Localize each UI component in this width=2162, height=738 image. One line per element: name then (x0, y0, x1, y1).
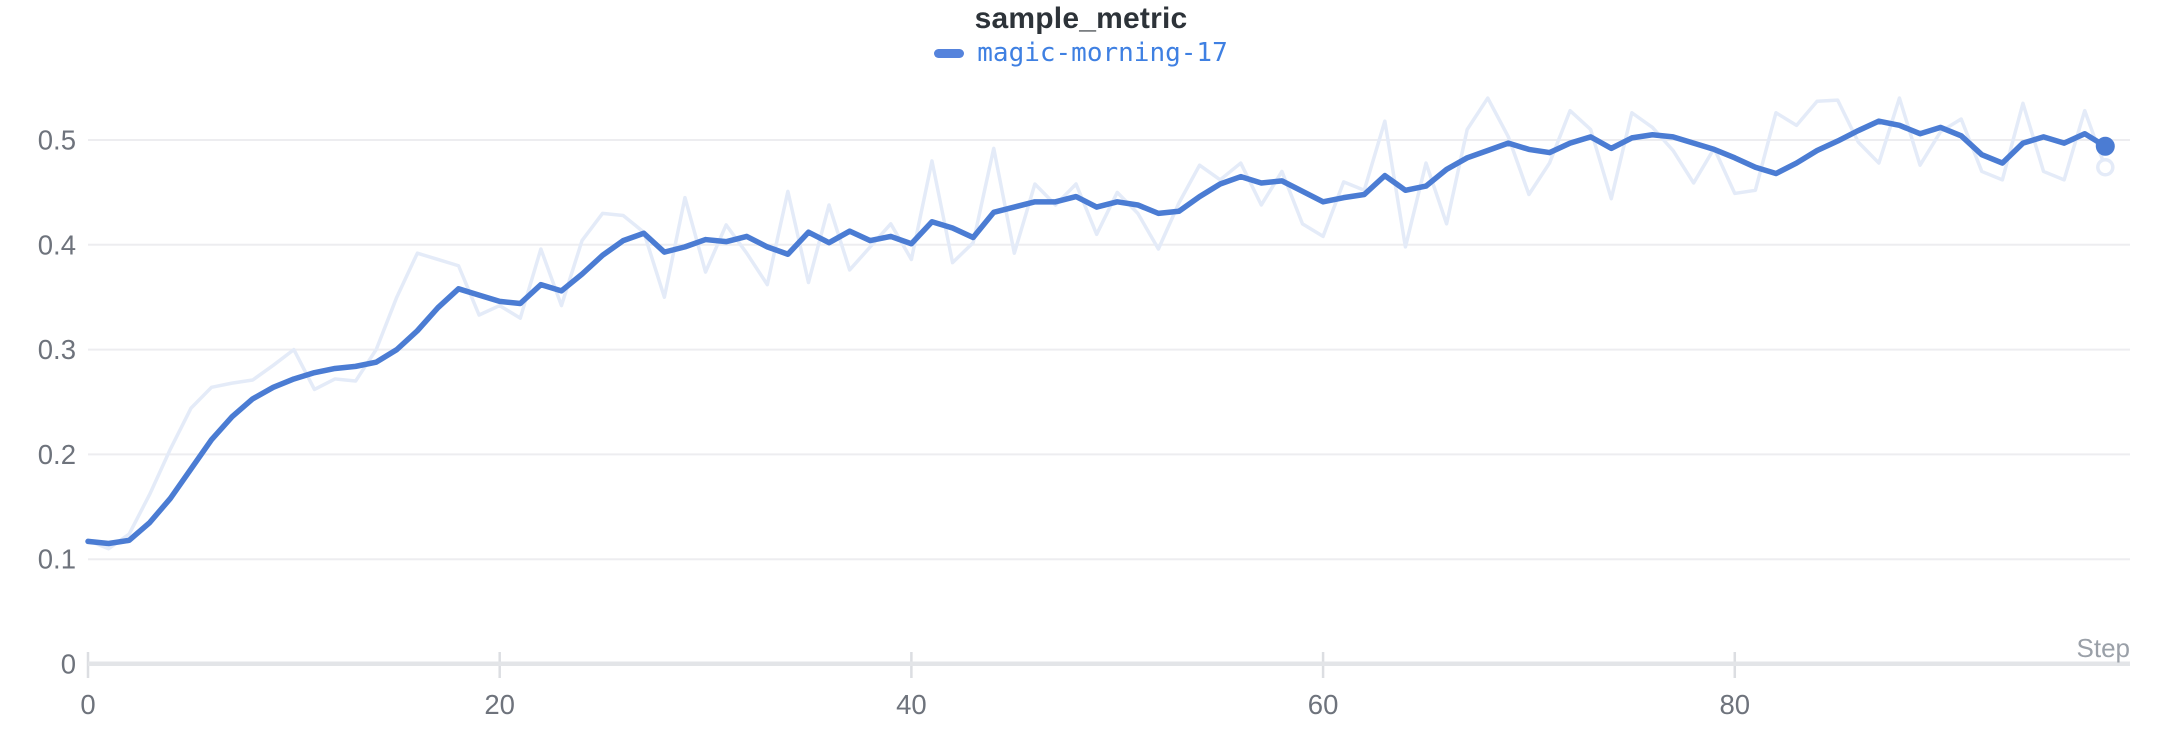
x-tick-label: 60 (1308, 689, 1339, 720)
y-tick-label: 0.1 (38, 544, 76, 575)
run-line-smoothed[interactable] (85, 118, 2109, 547)
legend-line-swatch-icon (934, 48, 965, 58)
y-tick-label: 0.5 (38, 125, 76, 156)
x-axis-line (88, 661, 2130, 666)
x-tick-label: 0 (80, 689, 95, 720)
chart-legend: magic-morning-17 (0, 38, 2162, 68)
run-endpoint-marker (2095, 136, 2115, 156)
legend-run-name: magic-morning-17 (977, 38, 1228, 68)
run-line-raw-ghost[interactable] (86, 96, 2108, 551)
x-axis-title: Step (2076, 633, 2131, 663)
x-tick-label: 40 (896, 689, 927, 720)
legend-item-magic-morning-17[interactable]: magic-morning-17 (934, 38, 1228, 68)
chart-title: sample_metric (974, 2, 1188, 35)
y-tick-label: 0 (61, 649, 76, 680)
y-tick-label: 0.2 (38, 439, 76, 470)
x-tick-label: 80 (1719, 689, 1750, 720)
ghost-endpoint-marker (2096, 157, 2115, 177)
y-tick-label: 0.4 (38, 229, 76, 260)
x-tick-label: 20 (484, 689, 515, 720)
chart-header: sample_metric (0, 2, 2162, 36)
y-tick-label: 0.3 (38, 334, 76, 365)
